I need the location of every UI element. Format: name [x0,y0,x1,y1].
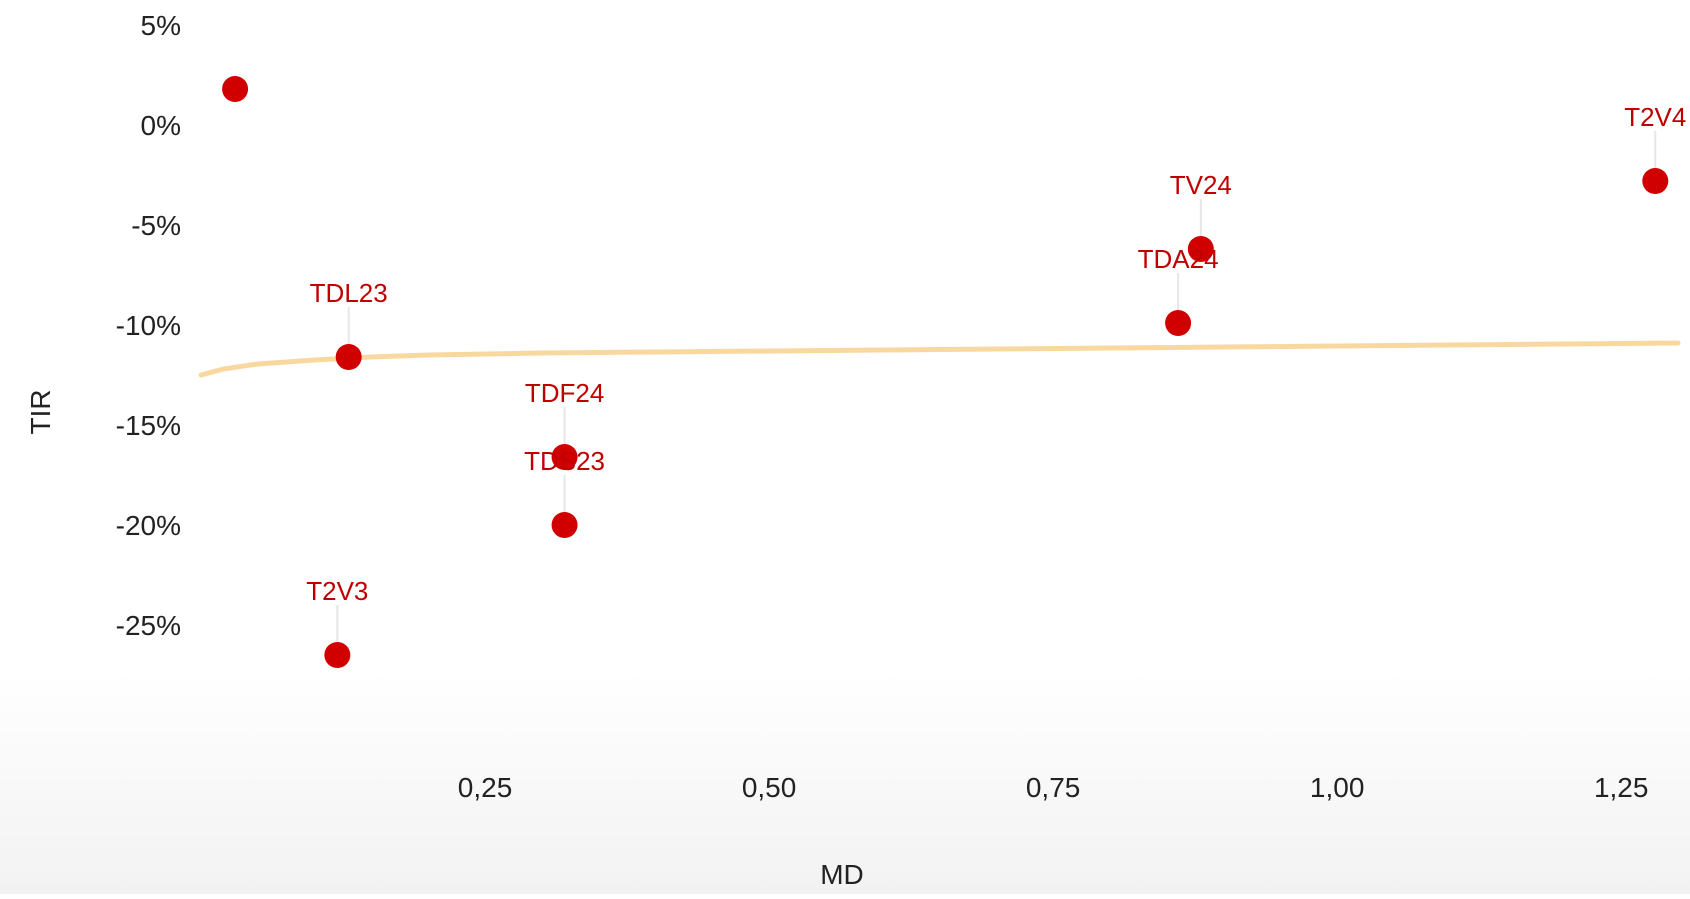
point-label: T2V4 [1624,102,1686,132]
y-tick-label: 0% [141,110,181,141]
data-point[interactable] [1187,236,1214,262]
x-tick-layer: 0,25 0,50 0,75 1,00 1,25 [458,772,1649,803]
y-tick-label: 5% [141,10,181,41]
y-tick-label: -25% [116,610,181,641]
trend-line [198,340,1681,378]
y-tick-layer: 5% 0% -5% -10% -15% -20% -25% [116,10,181,641]
point-label: TDF24 [525,378,604,408]
data-point[interactable] [551,444,578,470]
y-axis-title: TIR [25,389,56,434]
point-label: T2V3 [306,576,368,606]
x-axis-title: MD [820,859,864,890]
point-label: TDS23 [524,446,605,476]
data-point[interactable] [1642,168,1669,194]
y-tick-label: -5% [131,210,181,241]
data-point[interactable] [551,512,578,538]
x-tick-label: 0,75 [1026,772,1081,803]
y-tick-label: -20% [116,510,181,541]
data-point[interactable] [1165,310,1192,336]
x-tick-label: 0,50 [742,772,797,803]
x-tick-label: 1,00 [1310,772,1365,803]
y-tick-label: -15% [116,410,181,441]
label-layer: TDL23 T2V3 TDF24 TDS23 TV24 TDA24 T2V4 [306,102,1686,606]
leader-layer [336,131,1657,642]
x-tick-label: 0,25 [458,772,513,803]
data-point[interactable] [324,642,351,668]
data-point[interactable] [222,76,249,102]
y-tick-label: -10% [116,310,181,341]
point-label: TDL23 [310,278,388,308]
point-layer [222,76,1669,668]
trend-layer [198,340,1681,378]
point-label: TV24 [1170,170,1232,200]
point-label: TDA24 [1138,244,1219,274]
data-point[interactable] [335,344,362,370]
x-tick-label: 1,25 [1594,772,1649,803]
